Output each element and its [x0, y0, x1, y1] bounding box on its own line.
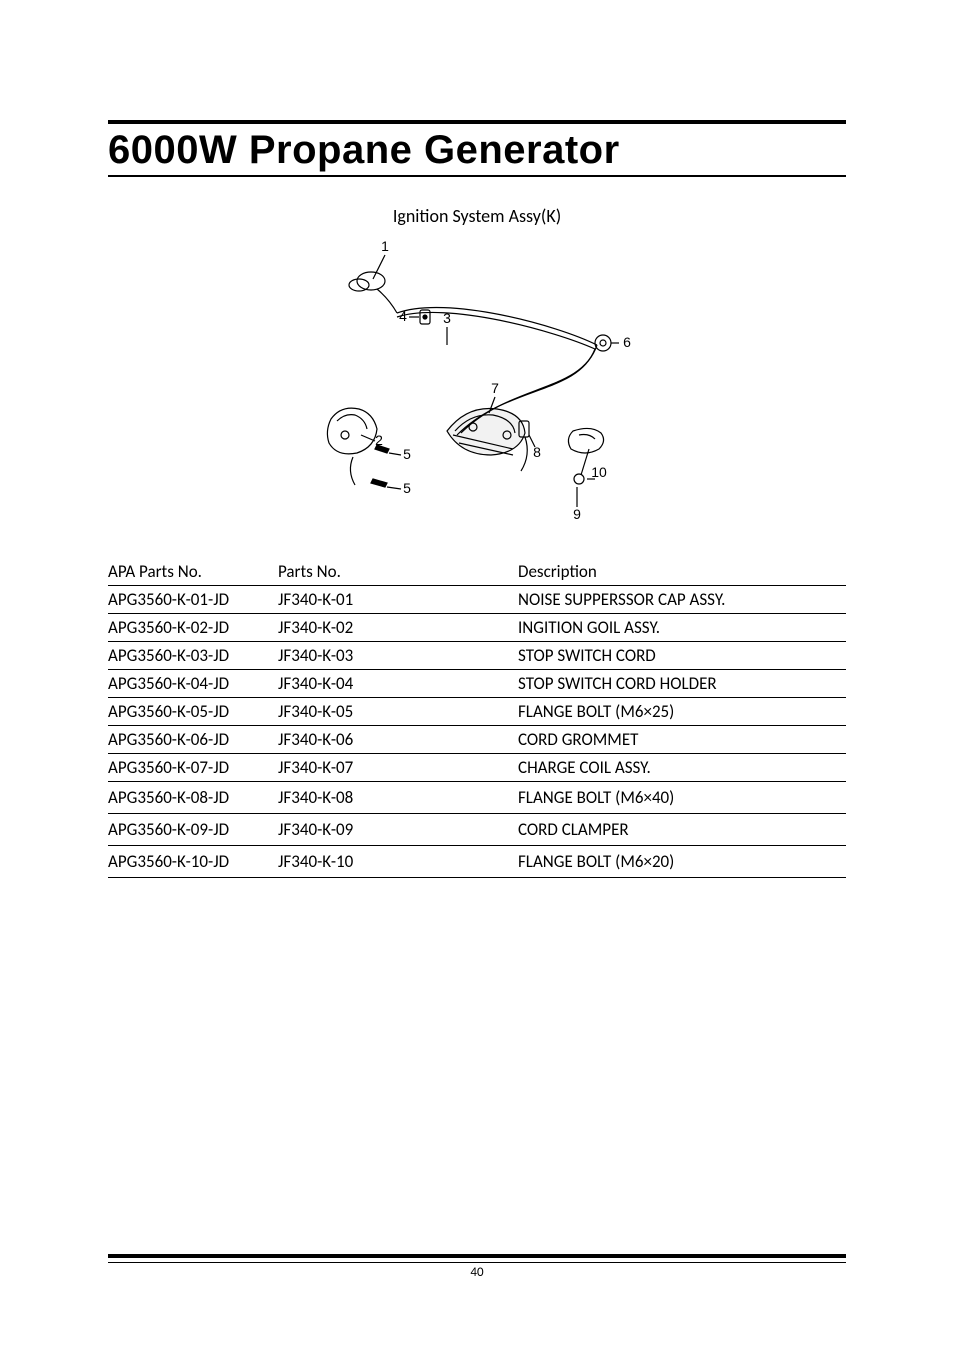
cell-desc: CORD GROMMET [518, 726, 846, 754]
parts-table-body: APG3560-K-01-JDJF340-K-01NOISE SUPPERSSO… [108, 586, 846, 878]
cell-apa: APG3560-K-01-JD [108, 586, 278, 614]
cell-apa: APG3560-K-10-JD [108, 846, 278, 878]
cell-desc: CORD CLAMPER [518, 814, 846, 846]
callout-1: 1 [381, 238, 389, 254]
cell-pn: JF340-K-06 [278, 726, 518, 754]
cell-pn: JF340-K-09 [278, 814, 518, 846]
cell-apa: APG3560-K-06-JD [108, 726, 278, 754]
table-row: APG3560-K-05-JDJF340-K-05FLANGE BOLT (M6… [108, 698, 846, 726]
callout-7: 7 [491, 380, 499, 396]
cell-desc: STOP SWITCH CORD [518, 642, 846, 670]
cell-pn: JF340-K-03 [278, 642, 518, 670]
ignition-assy-diagram: 1 4 3 6 [297, 235, 657, 535]
cell-pn: JF340-K-01 [278, 586, 518, 614]
cell-pn: JF340-K-05 [278, 698, 518, 726]
table-row: APG3560-K-06-JDJF340-K-06CORD GROMMET [108, 726, 846, 754]
cell-pn: JF340-K-07 [278, 754, 518, 782]
cell-apa: APG3560-K-09-JD [108, 814, 278, 846]
cell-pn: JF340-K-10 [278, 846, 518, 878]
cell-pn: JF340-K-04 [278, 670, 518, 698]
col-header-apa: APA Parts No. [108, 558, 278, 586]
table-row: APG3560-K-02-JDJF340-K-02INGITION GOIL A… [108, 614, 846, 642]
cell-apa: APG3560-K-04-JD [108, 670, 278, 698]
table-header-row: APA Parts No. Parts No. Description [108, 558, 846, 586]
col-header-desc: Description [518, 558, 846, 586]
table-row: APG3560-K-04-JDJF340-K-04STOP SWITCH COR… [108, 670, 846, 698]
cell-apa: APG3560-K-03-JD [108, 642, 278, 670]
callout-5b: 5 [403, 480, 411, 496]
callout-9: 9 [573, 506, 581, 522]
cell-apa: APG3560-K-07-JD [108, 754, 278, 782]
cell-desc: FLANGE BOLT (M6×20) [518, 846, 846, 878]
section-subtitle: Ignition System Assy(K) [108, 205, 846, 227]
diagram-container: 1 4 3 6 [108, 235, 846, 540]
page-number: 40 [108, 1262, 846, 1280]
cell-desc: NOISE SUPPERSSOR CAP ASSY. [518, 586, 846, 614]
table-row: APG3560-K-10-JDJF340-K-10FLANGE BOLT (M6… [108, 846, 846, 878]
cell-desc: INGITION GOIL ASSY. [518, 614, 846, 642]
table-row: APG3560-K-07-JDJF340-K-07CHARGE COIL ASS… [108, 754, 846, 782]
cell-apa: APG3560-K-08-JD [108, 782, 278, 814]
parts-table: APA Parts No. Parts No. Description APG3… [108, 558, 846, 878]
cell-desc: FLANGE BOLT (M6×40) [518, 782, 846, 814]
cell-pn: JF340-K-08 [278, 782, 518, 814]
table-row: APG3560-K-01-JDJF340-K-01NOISE SUPPERSSO… [108, 586, 846, 614]
col-header-pn: Parts No. [278, 558, 518, 586]
cell-desc: CHARGE COIL ASSY. [518, 754, 846, 782]
callout-5a: 5 [403, 446, 411, 462]
page-footer: 40 [108, 1254, 846, 1280]
cell-apa: APG3560-K-02-JD [108, 614, 278, 642]
callout-10: 10 [591, 464, 607, 480]
cell-apa: APG3560-K-05-JD [108, 698, 278, 726]
cell-desc: FLANGE BOLT (M6×25) [518, 698, 846, 726]
callout-6: 6 [623, 334, 631, 350]
cell-pn: JF340-K-02 [278, 614, 518, 642]
cell-desc: STOP SWITCH CORD HOLDER [518, 670, 846, 698]
page-title: 6000W Propane Generator [108, 128, 846, 177]
table-row: APG3560-K-08-JDJF340-K-08FLANGE BOLT (M6… [108, 782, 846, 814]
table-row: APG3560-K-09-JDJF340-K-09CORD CLAMPER [108, 814, 846, 846]
table-row: APG3560-K-03-JDJF340-K-03STOP SWITCH COR… [108, 642, 846, 670]
header-rule-top [108, 120, 846, 124]
